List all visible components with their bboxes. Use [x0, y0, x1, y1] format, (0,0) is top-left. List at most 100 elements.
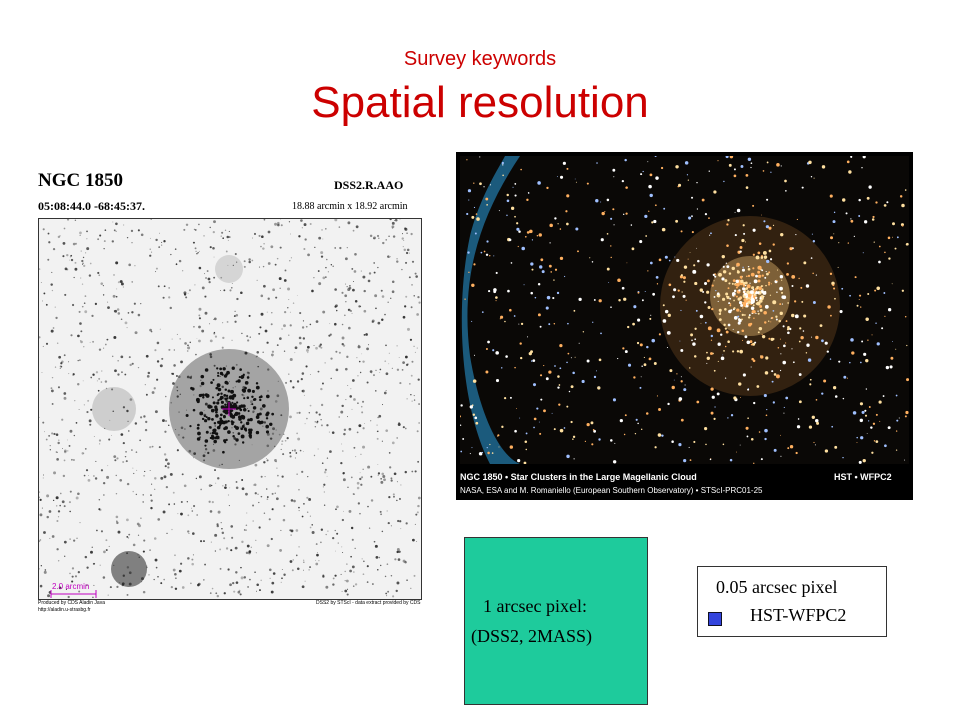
star	[546, 295, 551, 300]
star	[164, 419, 168, 423]
star	[566, 222, 569, 226]
star	[347, 221, 351, 225]
star	[724, 345, 727, 348]
star	[367, 279, 371, 283]
star	[315, 559, 317, 561]
star	[272, 288, 275, 292]
star	[90, 408, 93, 411]
star	[154, 349, 157, 352]
star	[162, 419, 165, 422]
star	[676, 373, 678, 375]
star	[283, 324, 286, 328]
star	[394, 219, 398, 222]
star	[856, 436, 858, 439]
star	[747, 274, 751, 278]
star	[225, 394, 229, 398]
star	[473, 263, 476, 266]
star	[746, 284, 751, 289]
star	[833, 233, 835, 235]
star	[86, 566, 89, 569]
star	[652, 292, 656, 296]
star	[234, 546, 238, 550]
star	[731, 282, 734, 285]
star	[742, 266, 744, 268]
star	[658, 258, 662, 262]
star	[39, 268, 41, 270]
star	[658, 333, 661, 336]
star	[905, 410, 909, 415]
star	[414, 351, 416, 353]
star	[396, 437, 398, 439]
star	[283, 350, 286, 352]
star	[63, 392, 67, 395]
star	[664, 309, 669, 314]
star	[283, 505, 286, 507]
star	[741, 329, 745, 333]
star	[68, 361, 70, 363]
star	[474, 232, 477, 235]
star	[126, 482, 130, 486]
star	[717, 160, 719, 162]
star	[406, 232, 408, 235]
star	[321, 462, 324, 465]
star	[385, 429, 389, 432]
star	[288, 334, 290, 336]
star	[108, 545, 110, 547]
star	[460, 424, 462, 426]
star	[63, 354, 66, 357]
star	[334, 219, 338, 222]
star	[342, 450, 344, 452]
star	[260, 245, 262, 248]
star	[57, 386, 60, 389]
star	[864, 414, 868, 417]
star	[124, 321, 128, 325]
star	[770, 321, 772, 323]
star	[244, 351, 248, 355]
star	[371, 583, 374, 586]
star	[126, 593, 129, 596]
star	[904, 189, 907, 191]
star	[131, 311, 134, 314]
star	[397, 558, 401, 561]
star	[805, 352, 808, 354]
star	[305, 325, 308, 328]
star	[289, 380, 292, 383]
star	[417, 504, 420, 508]
star	[399, 219, 401, 220]
star	[466, 159, 468, 161]
star	[751, 297, 753, 299]
star	[406, 248, 410, 252]
star	[764, 321, 767, 324]
star	[723, 180, 725, 183]
star	[341, 323, 344, 326]
star	[558, 384, 561, 386]
star	[740, 397, 741, 399]
star	[151, 445, 154, 448]
star	[514, 194, 517, 197]
star	[245, 551, 249, 555]
star	[512, 186, 514, 188]
star	[61, 360, 64, 363]
star	[371, 372, 373, 374]
star	[191, 510, 194, 512]
star	[545, 377, 549, 381]
star	[612, 208, 615, 211]
star	[901, 289, 904, 292]
star	[295, 554, 298, 557]
star	[752, 204, 755, 207]
star	[75, 496, 79, 500]
star	[626, 262, 628, 264]
star	[187, 344, 189, 346]
star	[750, 301, 752, 303]
star	[641, 299, 644, 302]
star	[79, 522, 81, 524]
star	[256, 351, 260, 354]
star	[39, 584, 43, 588]
star	[228, 505, 230, 507]
star	[332, 577, 335, 580]
star	[865, 388, 868, 390]
star	[128, 263, 132, 267]
star	[716, 292, 720, 296]
star	[213, 318, 215, 320]
